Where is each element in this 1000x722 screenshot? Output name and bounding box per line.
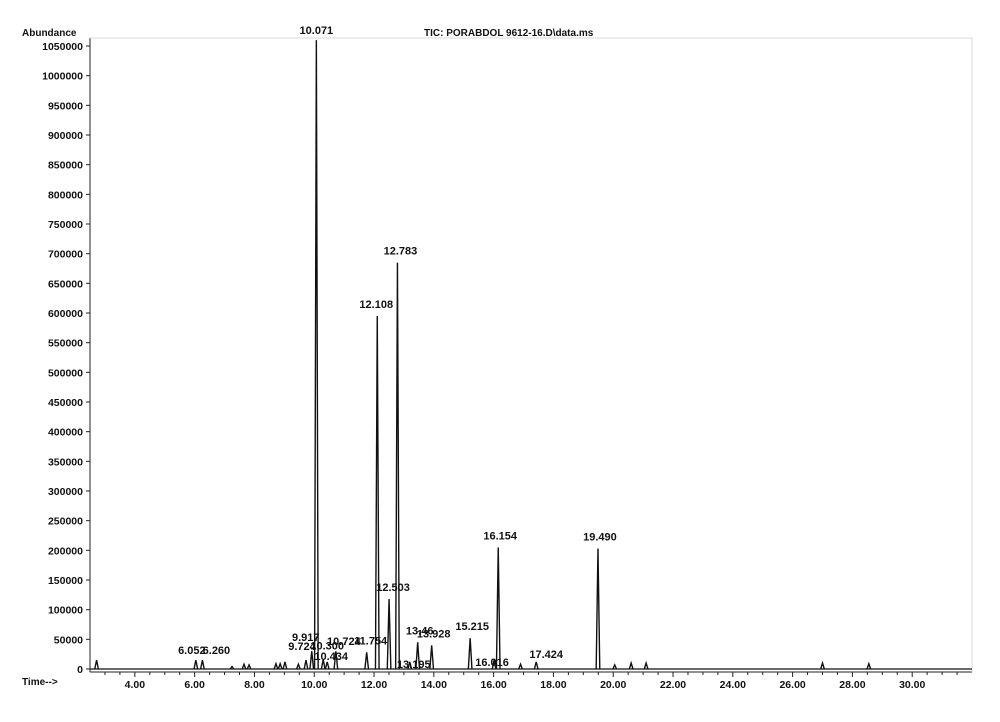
y-tick-label: 500000 <box>48 367 83 379</box>
x-tick-label: 16.00 <box>480 679 506 691</box>
peak-label: 19.490 <box>583 532 617 544</box>
peak-label: 11.754 <box>354 635 388 647</box>
peak <box>429 645 435 670</box>
y-tick-label: 200000 <box>48 545 83 557</box>
y-tick-label: 700000 <box>48 249 83 261</box>
peak <box>364 652 370 670</box>
peak-label: 13.46 <box>406 625 434 637</box>
y-tick-label: 150000 <box>48 575 83 587</box>
peak <box>193 659 199 670</box>
peak-label: 12.108 <box>359 299 393 311</box>
y-tick-label: 1050000 <box>42 41 83 53</box>
peak-label: 12.503 <box>376 582 410 594</box>
peak-label: 16.016 <box>475 657 509 669</box>
peak <box>628 660 634 670</box>
peak <box>313 40 319 670</box>
x-tick-label: 6.00 <box>184 679 205 691</box>
peak <box>820 660 825 670</box>
peak-label: 9.724 <box>288 641 316 653</box>
peak <box>241 662 247 670</box>
peak <box>246 663 252 670</box>
peak <box>518 662 523 670</box>
x-tick-label: 30.00 <box>899 679 925 691</box>
x-tick-label: 4.00 <box>125 679 146 691</box>
peak <box>303 659 309 670</box>
peak-label: 6.052 <box>178 645 206 657</box>
peak-label: 10.434 <box>314 651 349 663</box>
peak <box>643 660 649 670</box>
peak <box>282 661 288 670</box>
peak <box>533 661 539 670</box>
peak-label: 10.724 <box>327 636 362 648</box>
peak-label: 9.917 <box>292 632 320 644</box>
x-axis-ticks: 4.00 6.00 8.00 10.00 12.00 14.00 16.00 18.00 20.… <box>104 672 958 691</box>
x-tick-label: 26.00 <box>779 679 805 691</box>
x-tick-label: 20.00 <box>600 679 626 691</box>
peak-label: 6.260 <box>203 645 231 657</box>
peak <box>277 661 283 670</box>
peak <box>295 662 301 670</box>
y-tick-label: 600000 <box>48 308 83 320</box>
peak <box>386 598 392 670</box>
y-tick-label: 350000 <box>48 456 83 468</box>
peak-label: 13.195 <box>397 659 431 671</box>
y-tick-label: 450000 <box>48 397 83 409</box>
peak <box>595 548 601 670</box>
y-tick-label: 750000 <box>48 219 83 231</box>
peak <box>199 659 205 670</box>
peak <box>415 642 421 670</box>
peak <box>612 663 618 670</box>
x-tick-label: 18.00 <box>540 679 566 691</box>
y-tick-label: 850000 <box>48 160 83 172</box>
x-tick-label: 14.00 <box>421 679 447 691</box>
peak <box>229 665 235 670</box>
peak-label: 15.215 <box>455 621 489 633</box>
peak-label: 12.783 <box>384 246 418 258</box>
peak <box>467 638 473 670</box>
peak <box>866 661 872 670</box>
peak-label: 10.071 <box>300 25 334 37</box>
y-axis-ticks: 0 50000 100000 150000 200000 250000 300000 3500… <box>42 41 90 676</box>
peak <box>491 659 497 670</box>
chart-title: TIC: PORABDOL 9612-16.D\data.ms <box>424 28 594 39</box>
x-tick-label: 8.00 <box>244 679 265 691</box>
x-axis-label: Time--> <box>22 677 58 688</box>
y-tick-label: 400000 <box>48 427 83 439</box>
y-axis-label: Abundance <box>22 28 77 39</box>
peak <box>273 661 279 670</box>
peak <box>320 659 326 670</box>
y-tick-label: 250000 <box>48 516 83 528</box>
x-tick-label: 12.00 <box>361 679 387 691</box>
peak <box>333 651 339 670</box>
y-tick-label: 1000000 <box>42 71 83 83</box>
y-tick-label: 300000 <box>48 486 83 498</box>
y-tick-label: 800000 <box>48 189 83 201</box>
peak <box>309 651 315 670</box>
peak-label: 17.424 <box>529 649 564 661</box>
peak <box>407 661 413 670</box>
peak-label: 10.300 <box>310 641 344 653</box>
y-tick-label: 0 <box>77 664 83 676</box>
peak <box>324 661 330 670</box>
x-tick-label: 28.00 <box>839 679 865 691</box>
peak <box>94 659 100 670</box>
peak <box>374 315 380 670</box>
y-tick-label: 650000 <box>48 278 83 290</box>
y-tick-label: 50000 <box>54 634 83 646</box>
y-tick-label: 900000 <box>48 130 83 142</box>
y-tick-label: 550000 <box>48 338 83 350</box>
y-tick-label: 100000 <box>48 605 83 617</box>
y-tick-label: 950000 <box>48 100 83 112</box>
peak-series <box>90 40 972 670</box>
peak <box>495 547 501 670</box>
x-tick-label: 22.00 <box>660 679 686 691</box>
peak <box>394 262 400 670</box>
peak-label: 13.928 <box>417 628 451 640</box>
plot-frame <box>89 37 973 673</box>
peak-label: 16.154 <box>483 530 518 542</box>
x-tick-label: 24.00 <box>720 679 746 691</box>
x-tick-label: 10.00 <box>301 679 327 691</box>
